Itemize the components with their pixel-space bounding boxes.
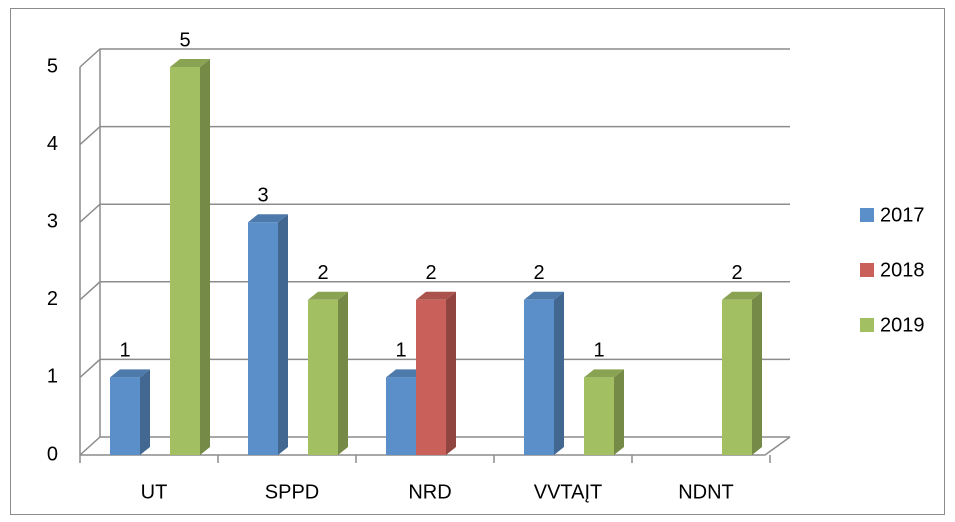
data-label: 3 [257, 184, 268, 206]
legend-label: 2019 [880, 314, 925, 336]
legend-label: 2017 [880, 204, 925, 226]
bar [416, 299, 446, 455]
y-tick-label: 0 [47, 443, 58, 465]
bar [170, 67, 200, 455]
bar-top [248, 214, 288, 223]
bar-side [614, 369, 624, 455]
x-tick-label: VVTAĮT [534, 481, 603, 503]
bar-side [140, 369, 150, 455]
data-label: 2 [533, 262, 544, 284]
data-label: 1 [395, 340, 406, 362]
bar-side [278, 214, 288, 455]
y-tick-label: 4 [47, 133, 58, 155]
bar [386, 377, 416, 455]
bar-top [308, 291, 348, 300]
data-label: 2 [425, 262, 436, 284]
y-tick-label: 3 [47, 210, 58, 232]
y-tick-label: 2 [47, 288, 58, 310]
x-tick-label: NRD [408, 481, 451, 503]
data-label: 2 [731, 262, 742, 284]
bar-top [110, 369, 150, 378]
legend-swatch [860, 263, 874, 277]
data-label: 1 [593, 340, 604, 362]
data-label: 1 [119, 340, 130, 362]
bar [524, 299, 554, 455]
x-tick-label: UT [141, 481, 168, 503]
legend-label: 2018 [880, 259, 925, 281]
bar-side [446, 291, 456, 455]
bar-side [200, 59, 210, 455]
bar-top [524, 291, 564, 300]
y-tick-label: 5 [47, 55, 58, 77]
bar-top [722, 291, 762, 300]
legend-swatch [860, 318, 874, 332]
bar-top [584, 369, 624, 378]
x-tick-label: NDNT [678, 481, 734, 503]
bar-top [170, 59, 210, 67]
grid-line [79, 281, 790, 301]
grid-line [79, 48, 790, 68]
legend-swatch [860, 208, 874, 222]
bar [308, 299, 338, 455]
grid-line [79, 203, 790, 223]
data-label: 5 [179, 29, 190, 51]
bar-side [554, 291, 564, 455]
bar [722, 299, 752, 455]
bar-top [416, 291, 456, 300]
bar-side [338, 291, 348, 455]
chart-border [10, 8, 945, 515]
grid-line [79, 125, 790, 146]
data-label: 2 [317, 262, 328, 284]
bar [248, 222, 278, 455]
bar [584, 377, 614, 455]
bar [110, 377, 140, 455]
bar-side [752, 291, 762, 455]
y-tick-label: 1 [47, 366, 58, 388]
x-tick-label: SPPD [265, 481, 319, 503]
